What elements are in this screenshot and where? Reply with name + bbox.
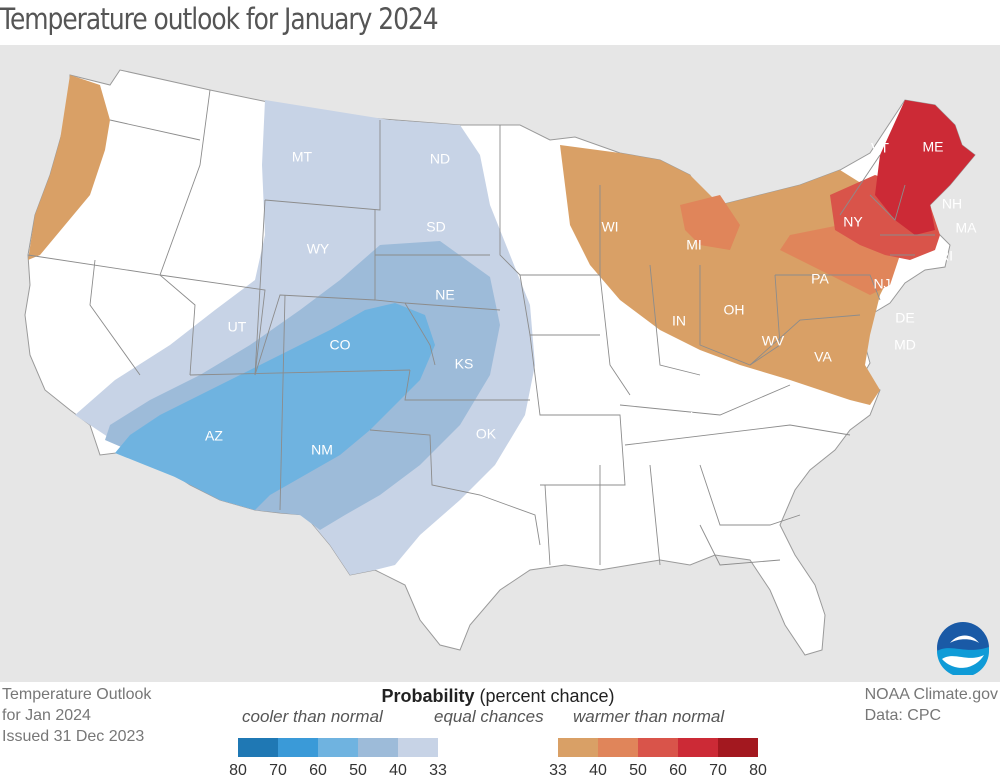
issue-line-3: Issued 31 Dec 2023 [2, 728, 145, 745]
state-label-in: IN [672, 313, 686, 329]
state-label-ky: KY [700, 366, 719, 382]
swatch-cool-50 [358, 738, 398, 757]
state-label-sd: SD [426, 219, 445, 235]
state-label-il: IL [618, 313, 630, 329]
state-label-nj: NJ [873, 276, 890, 292]
state-label-ny: NY [843, 214, 863, 230]
state-label-ok: OK [476, 426, 497, 442]
state-label-ut: UT [228, 319, 247, 335]
state-label-ms: MS [620, 486, 641, 502]
state-label-mo: MO [562, 357, 585, 373]
cooler-label: cooler than normal [242, 707, 383, 726]
state-label-ca: CA [72, 336, 92, 352]
state-label-ma: MA [956, 220, 978, 236]
tick-label: 40 [389, 762, 407, 779]
warm-west-coast [28, 75, 110, 260]
state-label-co: CO [330, 337, 351, 353]
tick-label: 80 [229, 762, 247, 779]
state-label-me: ME [923, 139, 944, 155]
state-label-tn: TN [675, 409, 694, 425]
swatch-warm-80 [718, 738, 758, 757]
swatch-warm-40 [558, 738, 598, 757]
tick-label: 50 [629, 762, 647, 779]
tick-label: 60 [309, 762, 327, 779]
legend-color-bar [238, 738, 758, 757]
legend-title-bold: Probability [381, 686, 475, 706]
swatch-warm-70 [678, 738, 718, 757]
source-info: NOAA Climate.gov Data: CPC [865, 684, 998, 726]
swatch-equal [438, 738, 558, 757]
legend-title: Probability (percent chance) [228, 686, 768, 707]
state-label-wv: WV [762, 333, 785, 349]
state-label-tx: TX [443, 517, 462, 533]
state-label-id: ID [203, 208, 217, 224]
state-label-vt: VT [871, 140, 889, 156]
swatch-cool-40 [398, 738, 438, 757]
issue-info: Temperature Outlook for Jan 2024 Issued … [2, 684, 151, 747]
state-label-nm: NM [311, 442, 333, 458]
state-label-ga: GA [738, 476, 759, 492]
legend-ticks: 80 70 60 50 40 33 33 40 50 60 70 80 [228, 762, 768, 782]
tick-label: 70 [269, 762, 287, 779]
warm-40-50-zone [680, 195, 900, 295]
state-label-mn: MN [521, 186, 543, 202]
state-label-oh: OH [724, 302, 745, 318]
source-line-1: NOAA Climate.gov [864, 686, 998, 703]
legend-title-rest: (percent chance) [474, 686, 615, 706]
state-label-nh: NH [942, 196, 962, 212]
swatch-cool-60 [318, 738, 358, 757]
state-label-fl: FL [789, 569, 806, 585]
state-label-ct: CT [915, 256, 934, 272]
tick-label: 70 [709, 762, 727, 779]
state-label-md: MD [894, 337, 916, 353]
us-map-svg: WA OR CA ID NV MT WY UT AZ CO NM ND SD NE KS OK TX MN IA MO… [0, 45, 1000, 682]
equal-label: equal chances [434, 707, 544, 726]
swatch-warm-50 [598, 738, 638, 757]
state-label-or: OR [100, 181, 121, 197]
state-label-ne: NE [435, 287, 454, 303]
issue-line-1: Temperature Outlook [2, 686, 152, 703]
swatch-cool-70 [278, 738, 318, 757]
swatch-cool-80 [238, 738, 278, 757]
state-label-ia: IA [541, 276, 555, 292]
state-label-ri: RI [939, 248, 953, 264]
swatch-warm-60 [638, 738, 678, 757]
state-label-al: AL [676, 477, 693, 493]
source-line-2: Data: CPC [864, 707, 942, 724]
state-label-wy: WY [307, 241, 330, 257]
state-label-va: VA [814, 349, 832, 365]
tick-label: 80 [749, 762, 767, 779]
state-label-nd: ND [430, 151, 450, 167]
map-title: Temperature outlook for January 2024 [0, 2, 439, 36]
state-label-la: LA [567, 521, 585, 537]
probability-legend: Probability (percent chance) cooler than… [228, 686, 768, 779]
state-label-ar: AR [565, 440, 584, 456]
tick-label: 33 [429, 762, 447, 779]
tick-label: 60 [669, 762, 687, 779]
state-label-nc: NC [812, 398, 832, 414]
state-label-mi: MI [686, 237, 702, 253]
tick-label: 50 [349, 762, 367, 779]
warmer-label: warmer than normal [573, 707, 725, 726]
state-label-sc: SC [781, 441, 800, 457]
issue-line-2: for Jan 2024 [2, 707, 91, 724]
cool-50-60-zone [115, 303, 435, 510]
tick-label: 33 [549, 762, 567, 779]
state-label-de: DE [895, 310, 914, 326]
state-label-nv: NV [140, 298, 160, 314]
tick-label: 40 [589, 762, 607, 779]
state-label-wa: WA [123, 106, 146, 122]
state-label-az: AZ [205, 428, 223, 444]
state-label-pa: PA [811, 271, 829, 287]
warm-33-40-zone [560, 145, 905, 405]
noaa-logo-icon [937, 622, 989, 675]
legend-categories: cooler than normal equal chances warmer … [228, 707, 768, 729]
state-labels: WA OR CA ID NV MT WY UT AZ CO NM ND SD NE KS OK TX MN IA MO… [72, 106, 977, 585]
outlook-map: WA OR CA ID NV MT WY UT AZ CO NM ND SD NE KS OK TX MN IA MO… [0, 45, 1000, 682]
state-label-ks: KS [455, 356, 474, 372]
state-label-mt: MT [292, 149, 313, 165]
state-borders [27, 89, 935, 566]
state-label-wi: WI [601, 219, 618, 235]
